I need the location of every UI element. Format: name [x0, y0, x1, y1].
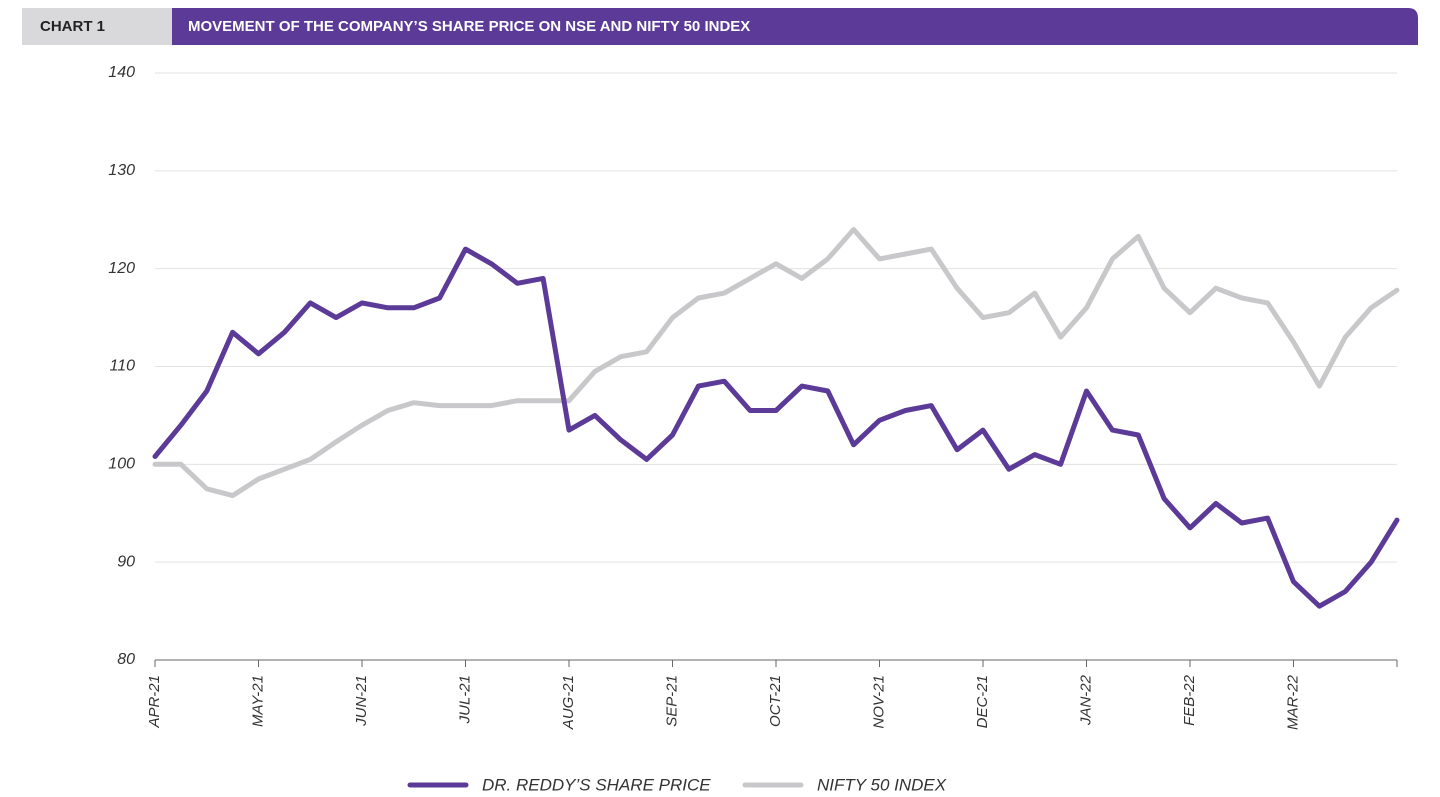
y-tick-label: 140 [108, 64, 135, 81]
x-tick-label: OCT-21 [767, 675, 784, 727]
x-tick-label: JUL-21 [456, 675, 473, 724]
y-tick-label: 90 [117, 553, 135, 570]
x-tick-label: SEP-21 [663, 675, 680, 727]
x-tick-label: DEC-21 [974, 675, 991, 728]
chart-label: CHART 1 [40, 18, 105, 35]
x-tick-label: JUN-21 [353, 675, 370, 727]
y-tick-label: 120 [108, 260, 135, 277]
chart-title: MOVEMENT OF THE COMPANY’S SHARE PRICE ON… [188, 18, 750, 35]
label-box [22, 8, 172, 45]
x-tick-label: NOV-21 [870, 675, 887, 729]
x-tick-label: APR-21 [146, 675, 163, 729]
y-tick-label: 130 [108, 162, 135, 179]
x-tick-label: MAY-21 [249, 675, 266, 727]
x-tick-label: FEB-22 [1181, 674, 1198, 726]
series-line [152, 227, 1400, 499]
x-tick-label: JAN-22 [1077, 674, 1094, 726]
x-tick-label: AUG-21 [560, 675, 577, 730]
x-tick-label: MAR-22 [1284, 674, 1301, 730]
legend-label: DR. REDDY’S SHARE PRICE [482, 775, 711, 794]
y-tick-label: 110 [109, 358, 135, 375]
y-tick-label: 80 [117, 651, 135, 668]
title-bar [172, 8, 1418, 45]
series-line [152, 246, 1400, 609]
y-tick-label: 100 [108, 456, 135, 473]
legend-label: NIFTY 50 INDEX [817, 775, 947, 794]
